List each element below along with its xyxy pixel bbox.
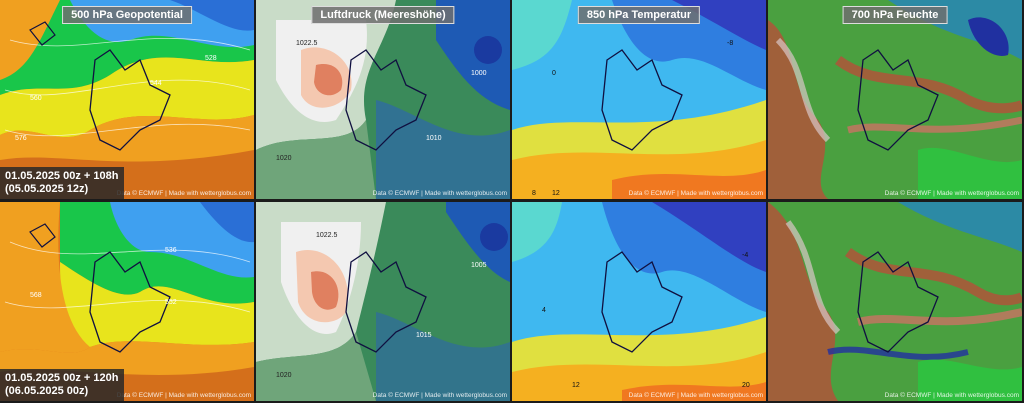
contour-label: 8 <box>532 190 536 197</box>
temperature-map: -4 4 12 20 <box>512 202 766 401</box>
panel-rh700-120h[interactable]: Data © ECMWF | Made with wetterglobus.co… <box>768 202 1022 401</box>
data-credit: Data © ECMWF | Made with wetterglobus.co… <box>372 392 507 399</box>
contour-label: 0 <box>552 70 556 77</box>
contour-label: -8 <box>727 40 733 47</box>
run-info-box: 01.05.2025 00z + 120h (06.05.2025 00z) <box>0 369 125 401</box>
contour-label: 1015 <box>416 332 432 339</box>
panel-title: 850 hPa Temperatur <box>577 6 701 24</box>
contour-label: 12 <box>552 190 560 197</box>
contour-label: 1020 <box>276 372 292 379</box>
valid-time: (06.05.2025 00z) <box>5 385 89 397</box>
data-credit: Data © ECMWF | Made with wetterglobus.co… <box>116 392 251 399</box>
data-credit: Data © ECMWF | Made with wetterglobus.co… <box>884 392 1019 399</box>
mslp-map: 1022.5 1020 1000 1010 <box>256 0 510 199</box>
contour-label: 1005 <box>471 262 487 269</box>
panel-rh700-108h[interactable]: 700 hPa Feuchte Data © ECMWF | Made with… <box>768 0 1022 199</box>
temperature-map: 0 -8 8 12 <box>512 0 766 199</box>
run-time: 01.05.2025 00z + 120h <box>5 372 119 384</box>
contour-label: 1022.5 <box>316 232 338 239</box>
contour-label: 4 <box>542 307 546 314</box>
data-credit: Data © ECMWF | Made with wetterglobus.co… <box>372 190 507 197</box>
contour-label: 544 <box>150 80 162 87</box>
panel-title: 700 hPa Feuchte <box>842 6 948 24</box>
contour-label: 552 <box>165 299 177 306</box>
data-credit: Data © ECMWF | Made with wetterglobus.co… <box>116 190 251 197</box>
panel-geopotential-108h[interactable]: 528 544 560 576 500 hPa Geopotential Dat… <box>0 0 254 199</box>
data-credit: Data © ECMWF | Made with wetterglobus.co… <box>628 190 763 197</box>
contour-label: 568 <box>30 292 42 299</box>
valid-time: (05.05.2025 12z) <box>5 183 89 195</box>
humidity-map <box>768 0 1022 199</box>
panel-t850-108h[interactable]: 0 -8 8 12 850 hPa Temperatur Data © ECMW… <box>512 0 766 199</box>
contour-label: 1000 <box>471 70 487 77</box>
run-time: 01.05.2025 00z + 108h <box>5 170 119 182</box>
panel-t850-120h[interactable]: -4 4 12 20 Data © ECMWF | Made with wett… <box>512 202 766 401</box>
mslp-map: 1022.5 1020 1005 1015 <box>256 202 510 401</box>
data-credit: Data © ECMWF | Made with wetterglobus.co… <box>628 392 763 399</box>
run-info-box: 01.05.2025 00z + 108h (05.05.2025 12z) <box>0 167 125 199</box>
humidity-map <box>768 202 1022 401</box>
data-credit: Data © ECMWF | Made with wetterglobus.co… <box>884 190 1019 197</box>
contour-label: 20 <box>742 382 750 389</box>
contour-label: 1020 <box>276 155 292 162</box>
contour-label: 560 <box>30 95 42 102</box>
panel-geopotential-120h[interactable]: 536 552 568 Data © ECMWF | Made with wet… <box>0 202 254 401</box>
contour-label: 528 <box>205 55 217 62</box>
contour-label: 1022.5 <box>296 40 318 47</box>
panel-title: 500 hPa Geopotential <box>62 6 192 24</box>
contour-label: 12 <box>572 382 580 389</box>
panel-mslp-120h[interactable]: 1022.5 1020 1005 1015 Data © ECMWF | Mad… <box>256 202 510 401</box>
contour-label: 1010 <box>426 135 442 142</box>
panel-mslp-108h[interactable]: 1022.5 1020 1000 1010 Luftdruck (Meeresh… <box>256 0 510 199</box>
contour-label: 536 <box>165 247 177 254</box>
contour-label: -4 <box>742 252 748 259</box>
contour-label: 576 <box>15 135 27 142</box>
panel-title: Luftdruck (Meereshöhe) <box>311 6 455 24</box>
